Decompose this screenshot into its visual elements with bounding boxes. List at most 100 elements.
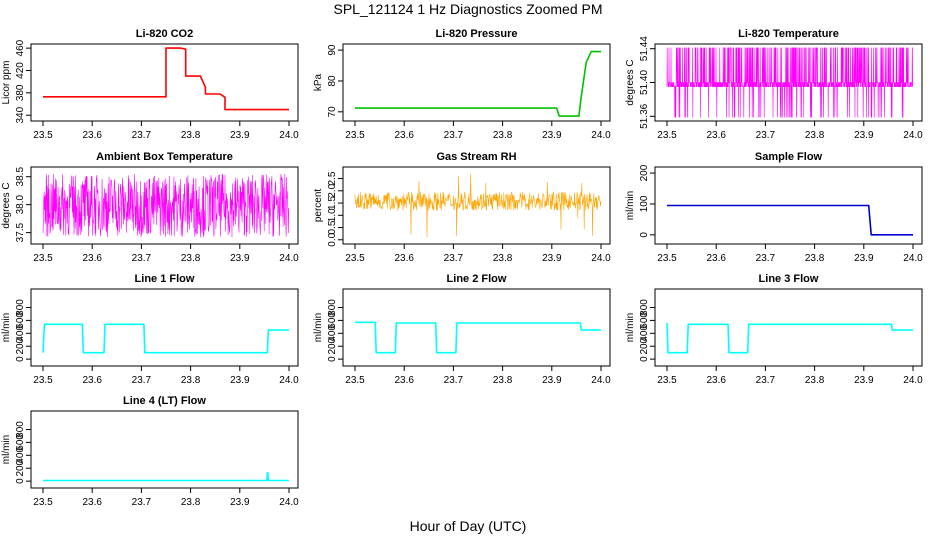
y-tick-label: 420 [15, 62, 26, 79]
y-tick-label: 0.5 [327, 220, 338, 234]
x-tick-label: 23.7 [132, 497, 152, 508]
x-tick-label: 23.8 [805, 375, 825, 386]
x-tick-label: 23.5 [33, 375, 53, 386]
y-tick-label: 600 [639, 312, 650, 329]
y-tick-label: 600 [15, 434, 26, 451]
x-tick-label: 24.0 [591, 375, 611, 386]
y-axis-label-co2: Licor ppm [1, 61, 12, 105]
x-tick-label: 23.6 [394, 375, 414, 386]
x-tick-label: 23.7 [756, 375, 776, 386]
y-tick-label: 460 [15, 39, 26, 56]
x-tick-label: 23.9 [854, 130, 874, 141]
x-tick-label: 23.8 [493, 253, 513, 264]
y-tick-label: 0 [639, 232, 650, 238]
panel-title-pressure: Li-820 Pressure [436, 28, 518, 40]
y-tick-label: 400 [15, 325, 26, 342]
y-tick-label: 51.36 [639, 103, 650, 128]
x-tick-label: 23.5 [345, 130, 365, 141]
y-tick-label: 0 [15, 478, 26, 484]
y-tick-label: 1.5 [327, 196, 338, 210]
x-tick-label: 23.5 [33, 130, 53, 141]
panel-pressure: Li-820 Pressure kPa 23.5 23.6 23.7 23.8 23.9 24… [313, 28, 611, 141]
y-tick-label: 200 [327, 337, 338, 354]
x-tick-label: 23.6 [82, 497, 102, 508]
x-tick-label: 23.7 [756, 130, 776, 141]
x-tick-label: 23.9 [542, 375, 562, 386]
y-axis-label-sample: ml/min [625, 191, 636, 220]
series-line-line2 [355, 321, 601, 354]
y-axis-label-ambient: degrees C [1, 182, 12, 228]
x-tick-label: 23.9 [542, 253, 562, 264]
y-tick-label: 51.44 [639, 36, 650, 61]
y-axis-label-pressure: kPa [313, 73, 324, 91]
x-tick-label: 23.9 [854, 253, 874, 264]
x-tick-label: 23.9 [230, 497, 250, 508]
panel-co2: Li-820 CO2 Licor ppm 23.5 23.6 23.7 23.8 23.9 2… [1, 28, 299, 141]
panel-title-sample: Sample Flow [755, 151, 823, 163]
x-tick-label: 23.8 [805, 130, 825, 141]
x-tick-label: 23.8 [181, 253, 201, 264]
x-tick-label: 23.9 [230, 375, 250, 386]
y-tick-label: 800 [639, 299, 650, 316]
series-line-sample [667, 204, 913, 236]
y-tick-label: 400 [327, 325, 338, 342]
x-tick-label: 23.7 [132, 130, 152, 141]
panel-title-co2: Li-820 CO2 [136, 28, 193, 40]
plot-frame-co2 [30, 43, 299, 122]
y-tick-label: 80 [327, 75, 338, 87]
x-tick-label: 23.8 [181, 130, 201, 141]
x-tick-label: 23.6 [706, 130, 726, 141]
y-tick-label: 800 [15, 421, 26, 438]
y-tick-label: 200 [639, 164, 650, 181]
x-tick-label: 23.9 [230, 130, 250, 141]
plot-frame-line4 [30, 410, 299, 489]
y-axis-label-line3: ml/min [625, 313, 636, 342]
y-tick-label: 400 [639, 325, 650, 342]
y-tick-label: 70 [327, 106, 338, 118]
figure-title: SPL_121124 1 Hz Diagnostics Zoomed PM [333, 1, 603, 17]
y-tick-label: 38.5 [15, 167, 26, 187]
plot-frame-line1 [30, 288, 299, 367]
x-tick-label: 23.6 [394, 253, 414, 264]
y-axis-label-line2: ml/min [313, 313, 324, 342]
x-tick-label: 23.7 [132, 375, 152, 386]
panel-title-line4: Line 4 (LT) Flow [123, 395, 206, 407]
x-tick-label: 24.0 [903, 375, 923, 386]
panel-title-line1: Line 1 Flow [135, 273, 195, 285]
y-tick-label: 340 [15, 106, 26, 123]
y-tick-label: 0 [639, 356, 650, 362]
series-line-temp [666, 47, 914, 118]
y-tick-label: 1.0 [327, 208, 338, 222]
series-line-line1 [42, 323, 289, 354]
plot-frame-line3 [654, 288, 923, 367]
panel-rh: Gas Stream RH percent 23.5 23.6 23.7 23.8 23.9… [313, 151, 611, 264]
x-tick-label: 23.6 [82, 130, 102, 141]
y-tick-label: 800 [327, 299, 338, 316]
x-tick-label: 23.6 [706, 375, 726, 386]
panel-title-rh: Gas Stream RH [436, 151, 516, 163]
x-tick-label: 23.6 [394, 130, 414, 141]
plot-frame-line2 [342, 288, 611, 367]
y-tick-label: 600 [15, 312, 26, 329]
panel-title-line3: Line 3 Flow [759, 273, 819, 285]
x-tick-label: 24.0 [591, 253, 611, 264]
y-tick-label: 200 [15, 459, 26, 476]
x-tick-label: 24.0 [279, 253, 299, 264]
x-tick-label: 24.0 [591, 130, 611, 141]
x-tick-label: 23.8 [805, 253, 825, 264]
x-tick-label: 23.9 [542, 130, 562, 141]
x-tick-label: 23.5 [657, 253, 677, 264]
y-axis-label-temp: degrees C [625, 59, 636, 105]
x-tick-label: 23.9 [230, 253, 250, 264]
y-tick-label: 200 [639, 337, 650, 354]
y-tick-label: 38.0 [15, 194, 26, 214]
x-tick-label: 23.8 [181, 375, 201, 386]
panel-temp: Li-820 Temperature degrees C 23.5 23.6 23.7 2… [625, 28, 923, 141]
x-tick-label: 23.5 [345, 253, 365, 264]
x-tick-label: 23.5 [657, 130, 677, 141]
x-tick-label: 24.0 [903, 130, 923, 141]
y-tick-label: 90 [327, 44, 338, 56]
y-tick-label: 0 [327, 356, 338, 362]
x-tick-label: 24.0 [903, 253, 923, 264]
y-tick-label: 51.40 [639, 70, 650, 95]
